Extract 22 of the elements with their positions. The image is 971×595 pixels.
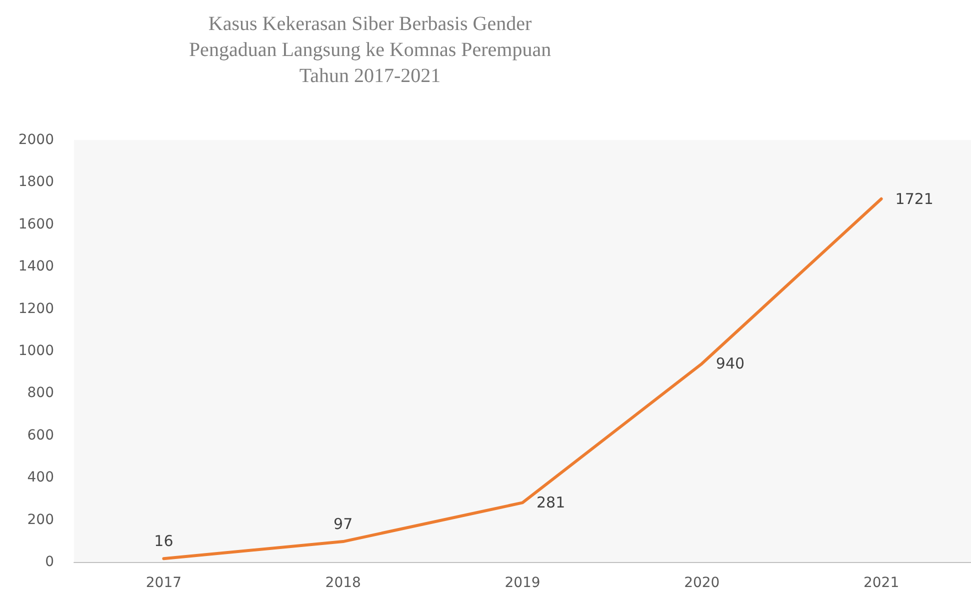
data-label: 97 <box>334 515 353 534</box>
y-tick-label: 1000 <box>18 343 54 359</box>
y-tick-label: 800 <box>27 385 54 402</box>
x-tick-label: 2019 <box>504 575 540 591</box>
chart-title: Kasus Kekerasan Siber Berbasis Gender Pengaduan Langsung ke Komnas Perempuan Tahun 2017-2021 <box>188 13 552 87</box>
data-label: 940 <box>716 354 745 373</box>
y-tick-label: 400 <box>27 470 54 486</box>
y-tick-label: 0 <box>45 554 54 570</box>
x-tick-label: 2018 <box>325 575 361 591</box>
y-tick-label: 1400 <box>18 258 54 275</box>
y-tick-label: 600 <box>27 427 54 444</box>
y-tick-label: 1200 <box>18 300 54 317</box>
y-tick-label: 2000 <box>18 132 54 148</box>
data-label: 16 <box>154 532 174 550</box>
x-tick-label: 2017 <box>146 575 182 591</box>
y-tick-label: 1800 <box>18 174 54 190</box>
y-tick-label: 1600 <box>18 216 54 232</box>
y-tick-label: 200 <box>27 512 54 528</box>
data-label: 1721 <box>895 190 934 208</box>
x-tick-label: 2020 <box>684 575 720 591</box>
x-tick-label: 2021 <box>863 575 900 591</box>
data-label: 281 <box>536 494 566 512</box>
